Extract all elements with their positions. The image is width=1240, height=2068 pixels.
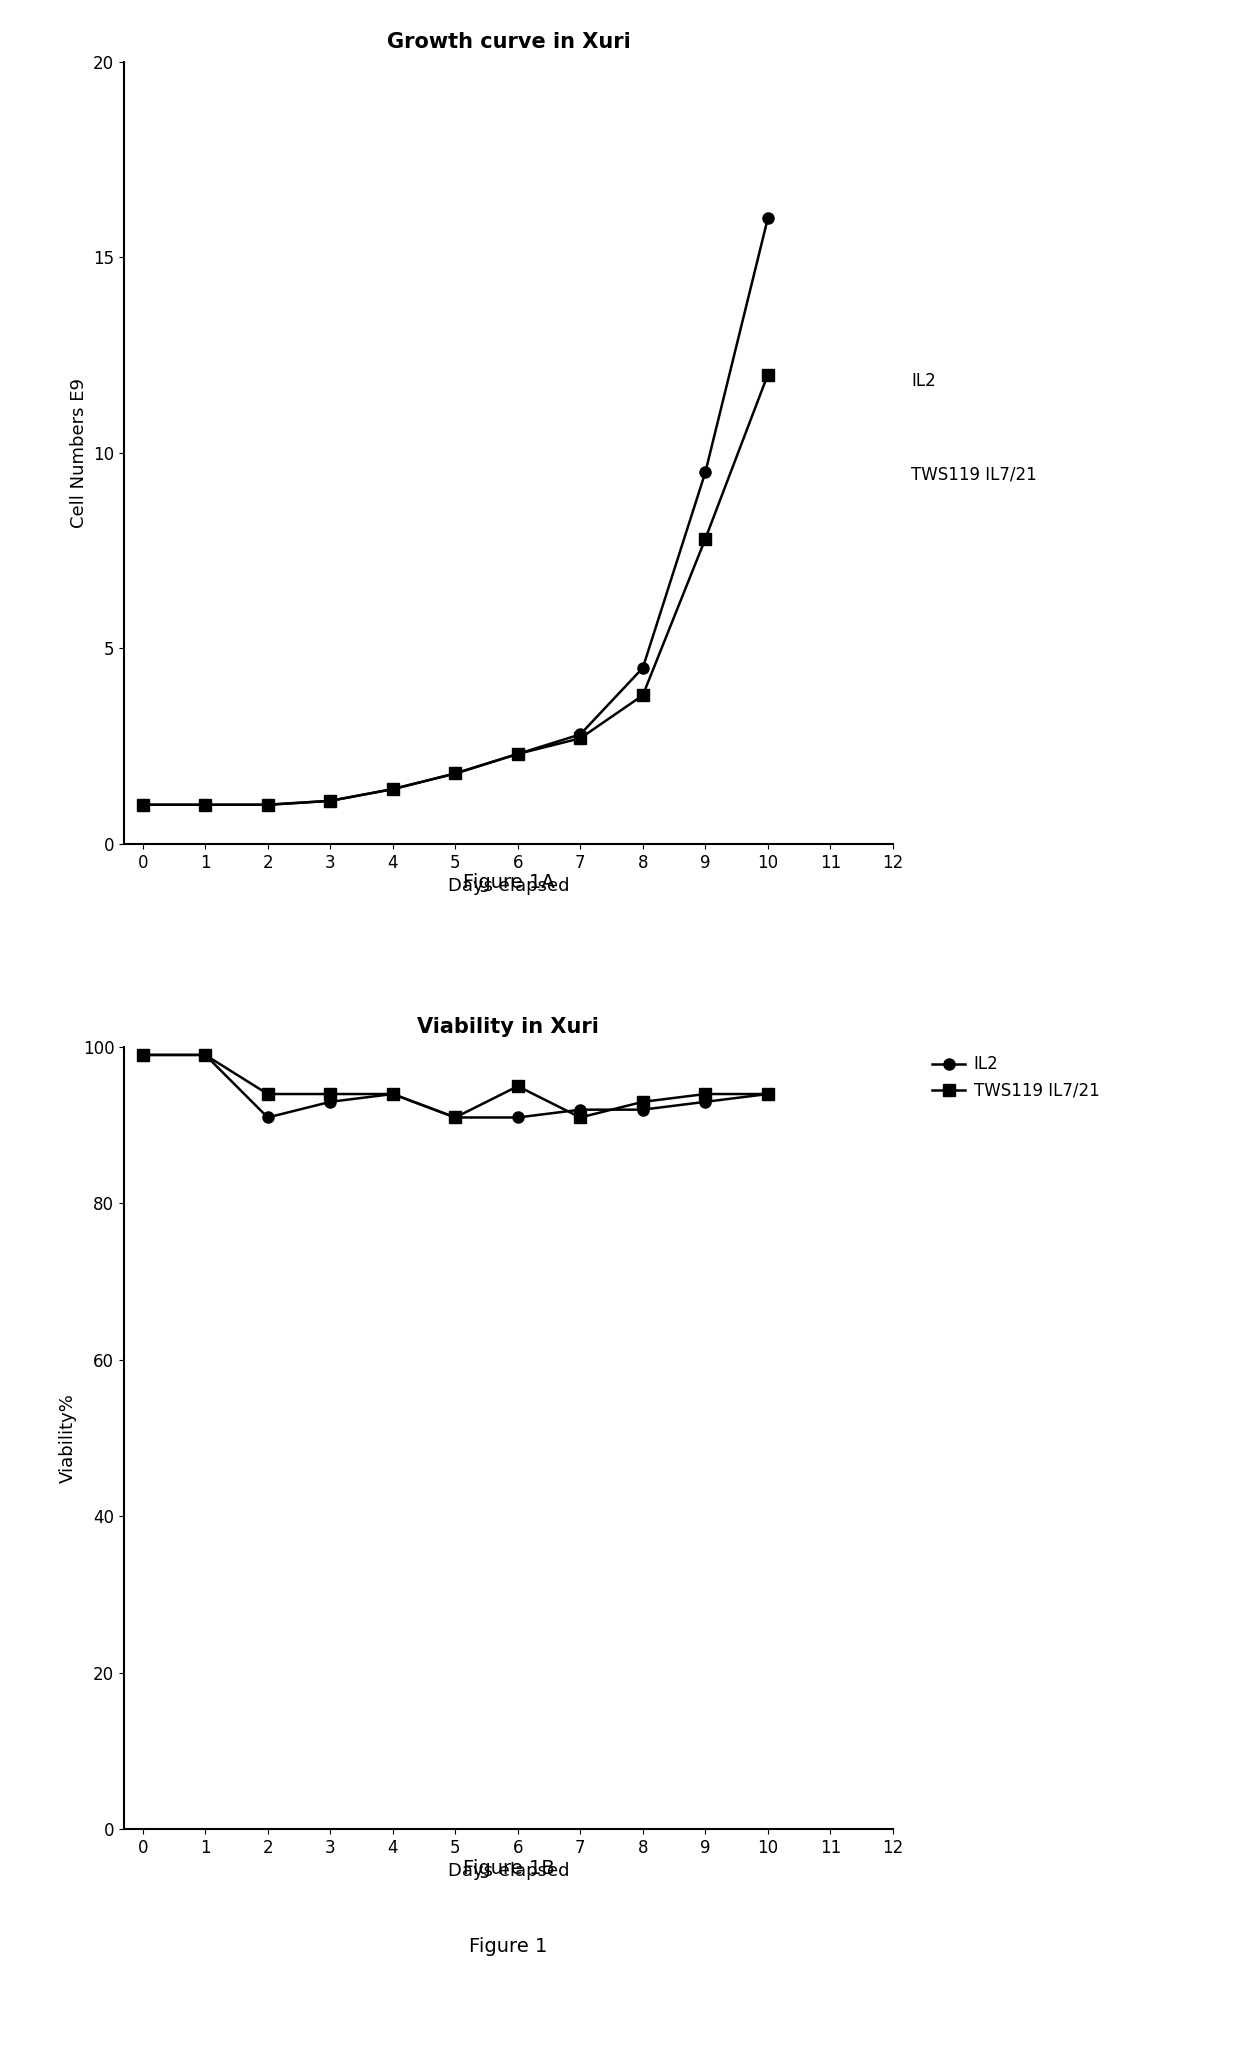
TWS119 IL7/21 bbox=[322, 1082, 337, 1106]
TWS119 IL7/21 bbox=[322, 788, 337, 813]
TWS119 IL7/21 bbox=[635, 1090, 650, 1115]
Text: TWS119 IL7/21: TWS119 IL7/21 bbox=[911, 465, 1037, 484]
TWS119 IL7/21 bbox=[135, 1042, 150, 1067]
TWS119 IL7/21 bbox=[260, 792, 275, 817]
TWS119 IL7/21 bbox=[448, 761, 463, 786]
IL2 bbox=[573, 722, 588, 747]
TWS119 IL7/21 bbox=[573, 726, 588, 751]
IL2 bbox=[260, 1104, 275, 1129]
TWS119 IL7/21 bbox=[760, 362, 775, 387]
TWS119 IL7/21 bbox=[386, 1082, 401, 1106]
Text: Figure 1A: Figure 1A bbox=[463, 873, 554, 893]
TWS119 IL7/21 bbox=[573, 1104, 588, 1129]
TWS119 IL7/21 bbox=[760, 1082, 775, 1106]
Title: Viability in Xuri: Viability in Xuri bbox=[418, 1017, 599, 1038]
Text: Figure 1: Figure 1 bbox=[469, 1938, 548, 1956]
IL2 bbox=[198, 792, 213, 817]
Line: IL2: IL2 bbox=[138, 213, 774, 811]
TWS119 IL7/21 bbox=[511, 742, 526, 767]
IL2 bbox=[260, 792, 275, 817]
IL2 bbox=[448, 761, 463, 786]
IL2 bbox=[386, 778, 401, 802]
IL2 bbox=[573, 1098, 588, 1123]
Y-axis label: Cell Numbers E9: Cell Numbers E9 bbox=[69, 378, 88, 527]
TWS119 IL7/21 bbox=[698, 1082, 713, 1106]
Line: TWS119 IL7/21: TWS119 IL7/21 bbox=[138, 1048, 774, 1123]
TWS119 IL7/21 bbox=[698, 527, 713, 552]
IL2 bbox=[635, 656, 650, 680]
IL2 bbox=[511, 1104, 526, 1129]
TWS119 IL7/21 bbox=[386, 778, 401, 802]
Legend: IL2, TWS119 IL7/21: IL2, TWS119 IL7/21 bbox=[932, 1055, 1100, 1100]
TWS119 IL7/21 bbox=[260, 1082, 275, 1106]
IL2 bbox=[635, 1098, 650, 1123]
IL2 bbox=[198, 1042, 213, 1067]
TWS119 IL7/21 bbox=[198, 792, 213, 817]
IL2 bbox=[322, 1090, 337, 1115]
TWS119 IL7/21 bbox=[448, 1104, 463, 1129]
IL2 bbox=[511, 742, 526, 767]
TWS119 IL7/21 bbox=[511, 1073, 526, 1098]
TWS119 IL7/21 bbox=[635, 682, 650, 707]
IL2 bbox=[698, 459, 713, 484]
IL2 bbox=[135, 1042, 150, 1067]
X-axis label: Days elapsed: Days elapsed bbox=[448, 1861, 569, 1880]
IL2 bbox=[760, 207, 775, 232]
Line: TWS119 IL7/21: TWS119 IL7/21 bbox=[138, 370, 774, 811]
X-axis label: Days elapsed: Days elapsed bbox=[448, 877, 569, 895]
IL2 bbox=[386, 1082, 401, 1106]
TWS119 IL7/21 bbox=[135, 792, 150, 817]
IL2 bbox=[698, 1090, 713, 1115]
Title: Growth curve in Xuri: Growth curve in Xuri bbox=[387, 33, 630, 52]
Text: Figure 1B: Figure 1B bbox=[463, 1859, 554, 1878]
Text: IL2: IL2 bbox=[911, 372, 936, 391]
IL2 bbox=[760, 1082, 775, 1106]
IL2 bbox=[448, 1104, 463, 1129]
IL2 bbox=[322, 788, 337, 813]
IL2 bbox=[135, 792, 150, 817]
Y-axis label: Viability%: Viability% bbox=[60, 1394, 77, 1483]
Line: IL2: IL2 bbox=[138, 1048, 774, 1123]
TWS119 IL7/21 bbox=[198, 1042, 213, 1067]
